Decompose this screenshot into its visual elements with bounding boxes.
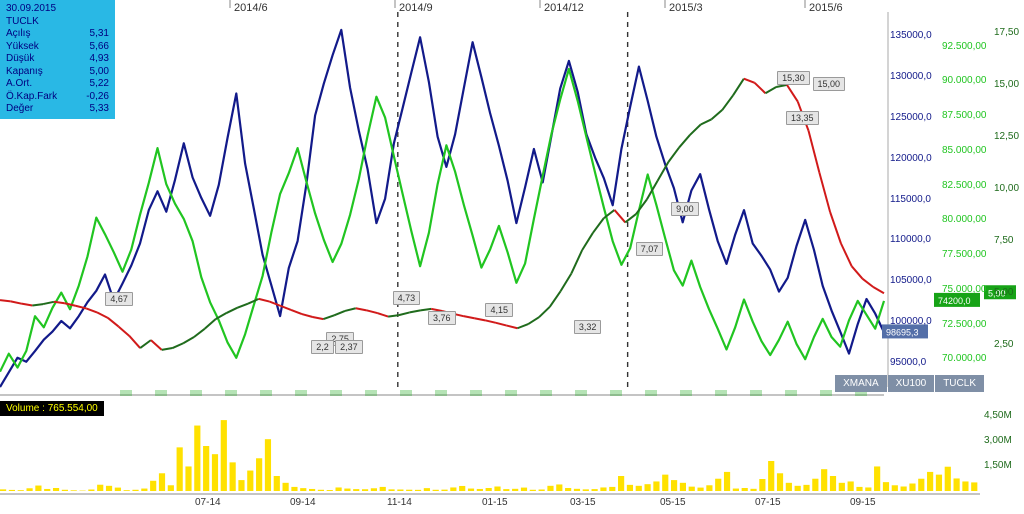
price-badge: 2,2 bbox=[311, 340, 334, 354]
axis-tick: 125000,0 bbox=[890, 112, 932, 123]
axis-tick: 75.000,00 bbox=[942, 284, 987, 295]
svg-text:74200,0: 74200,0 bbox=[938, 296, 971, 306]
axis-tick: 105000,0 bbox=[890, 275, 932, 286]
axis-tick: 05-15 bbox=[660, 497, 686, 508]
svg-text:98695,3: 98695,3 bbox=[886, 327, 919, 337]
axis-tick: 115000,0 bbox=[890, 194, 931, 205]
info-row: Açılış5,31 bbox=[6, 28, 109, 41]
price-badge: 4,73 bbox=[393, 291, 421, 305]
axis-tick: 5,00 bbox=[994, 287, 1013, 298]
info-ticker: TUCLK bbox=[6, 16, 109, 29]
axis-tick: 77.500,00 bbox=[942, 249, 987, 260]
chart-root: 30.09.2015 TUCLK Açılış5,31Yüksek5,66Düş… bbox=[0, 0, 1024, 514]
price-badge: 4,15 bbox=[485, 303, 513, 317]
legend-tuclk: TUCLK bbox=[935, 375, 984, 392]
price-badge: 9,00 bbox=[671, 202, 699, 216]
axis-tick: 92.500,00 bbox=[942, 41, 987, 52]
top-month-label: 2014/12 bbox=[544, 2, 584, 14]
info-row: Ö.Kap.Fark-0,26 bbox=[6, 91, 109, 104]
axis-tick: 7,50 bbox=[994, 235, 1013, 246]
quote-info-box: 30.09.2015 TUCLK Açılış5,31Yüksek5,66Düş… bbox=[0, 0, 115, 119]
axis-tick: 01-15 bbox=[482, 497, 508, 508]
axis-tick: 3,00M bbox=[984, 435, 1012, 446]
info-row: Yüksek5,66 bbox=[6, 41, 109, 54]
info-row: Kapanış5,00 bbox=[6, 66, 109, 79]
axis-tick: 135000,0 bbox=[890, 30, 932, 41]
volume-label: Volume : 765.554,00 bbox=[0, 401, 104, 416]
legend-xmana: XMANA bbox=[835, 375, 887, 392]
price-badge: 13,35 bbox=[786, 111, 819, 125]
axis-tick: 11-14 bbox=[387, 497, 412, 508]
top-month-label: 2014/6 bbox=[234, 2, 268, 14]
price-badge: 4,67 bbox=[105, 292, 133, 306]
price-badge: 7,07 bbox=[636, 242, 664, 256]
axis-tick: 10,00 bbox=[994, 183, 1019, 194]
axis-tick: 110000,0 bbox=[890, 234, 931, 245]
axis-tick: 09-15 bbox=[850, 497, 876, 508]
top-month-label: 2014/9 bbox=[399, 2, 433, 14]
info-row: A.Ort.5,22 bbox=[6, 78, 109, 91]
price-badge: 3,76 bbox=[428, 311, 456, 325]
top-month-label: 2015/6 bbox=[809, 2, 843, 14]
axis-tick: 85.000,00 bbox=[942, 145, 987, 156]
axis-tick: 07-14 bbox=[195, 497, 221, 508]
price-badge: 2,37 bbox=[335, 340, 363, 354]
axis-tick: 90.000,00 bbox=[942, 75, 987, 86]
axis-tick: 70.000,00 bbox=[942, 353, 987, 364]
axis-tick: 15,00 bbox=[994, 79, 1019, 90]
axis-tick: 1,50M bbox=[984, 460, 1012, 471]
legend-xu100: XU100 bbox=[888, 375, 935, 392]
axis-tick: 09-14 bbox=[290, 497, 316, 508]
info-row: Değer5,33 bbox=[6, 103, 109, 116]
axis-tick: 130000,0 bbox=[890, 71, 932, 82]
axis-tick: 17,50 bbox=[994, 27, 1019, 38]
axis-tick: 95000,0 bbox=[890, 357, 926, 368]
axis-tick: 120000,0 bbox=[890, 153, 932, 164]
top-month-label: 2015/3 bbox=[669, 2, 703, 14]
series-legend: XMANA XU100 TUCLK bbox=[835, 375, 984, 392]
price-badge: 15,00 bbox=[813, 77, 846, 91]
axis-tick: 100000,0 bbox=[890, 316, 932, 327]
axis-tick: 80.000,00 bbox=[942, 214, 987, 225]
axis-tick: 82.500,00 bbox=[942, 180, 987, 191]
price-chart[interactable]: 98695,3 74200,0 5,00 bbox=[0, 0, 1024, 514]
price-badge: 15,30 bbox=[777, 71, 810, 85]
axis-tick: 07-15 bbox=[755, 497, 781, 508]
info-row: Düşük4,93 bbox=[6, 53, 109, 66]
axis-tick: 4,50M bbox=[984, 410, 1012, 421]
axis-tick: 87.500,00 bbox=[942, 110, 987, 121]
axis-tick: 03-15 bbox=[570, 497, 596, 508]
info-date: 30.09.2015 bbox=[6, 3, 109, 16]
price-badge: 3,32 bbox=[574, 320, 602, 334]
axis-tick: 72.500,00 bbox=[942, 319, 987, 330]
axis-tick: 2,50 bbox=[994, 339, 1013, 350]
axis-tick: 12,50 bbox=[994, 131, 1019, 142]
